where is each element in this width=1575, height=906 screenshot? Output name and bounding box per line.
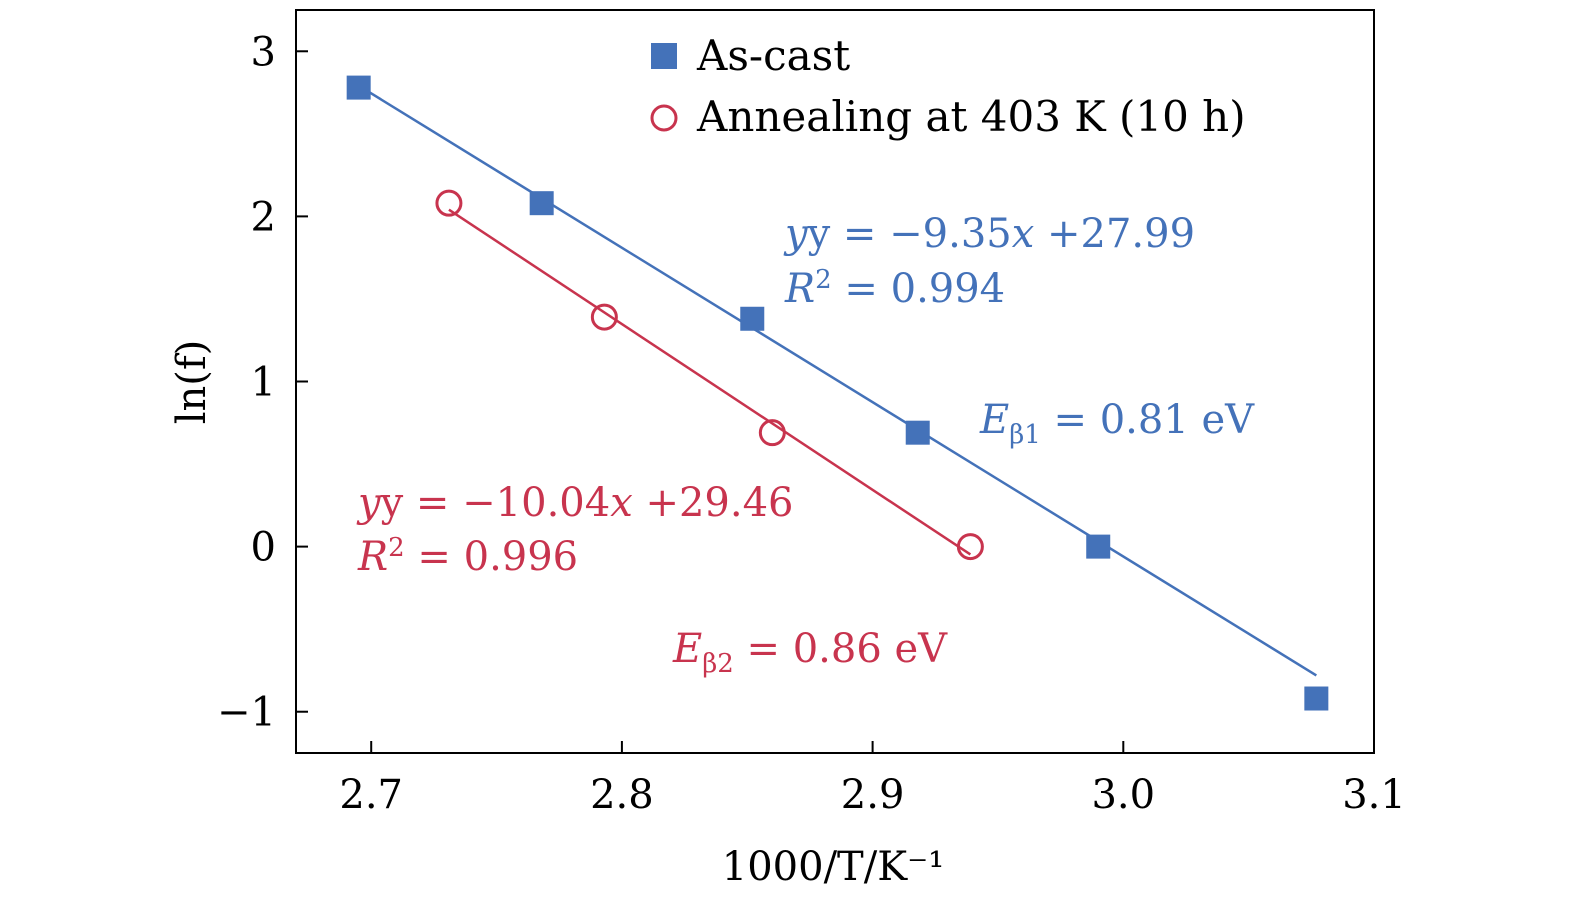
as-cast-fit-equation: yy = −9.35x +27.99 bbox=[783, 211, 1195, 257]
annealing-eq-prefix: y = −10.04 bbox=[380, 480, 611, 526]
y-tick-label: −1 bbox=[217, 690, 276, 736]
annealing-r2-sup: 2 bbox=[388, 533, 405, 563]
as-cast-r2-sup: 2 bbox=[815, 265, 832, 295]
data-point-annealing bbox=[590, 303, 618, 331]
annealing-fit-equation: yy = −10.04x +29.46 bbox=[356, 480, 794, 526]
y-tick-label: 3 bbox=[251, 29, 276, 75]
legend-label-as-cast: As-cast bbox=[696, 31, 850, 80]
annealing-energy-sub: β2 bbox=[702, 649, 734, 679]
data-point-as-cast bbox=[740, 306, 765, 331]
annealing-eq-suffix: +29.46 bbox=[633, 480, 794, 526]
data-point-as-cast bbox=[529, 191, 554, 216]
as-cast-r-squared: R2 = 0.994 bbox=[784, 265, 1005, 312]
as-cast-energy-value: = 0.81 eV bbox=[1041, 397, 1255, 443]
annealing-activation-energy: Eβ2 = 0.86 eV bbox=[672, 626, 948, 679]
annealing-energy-value: = 0.86 eV bbox=[734, 626, 948, 672]
annealing-r2-value: = 0.996 bbox=[405, 534, 578, 580]
x-tick-label: 3.0 bbox=[1091, 772, 1155, 818]
as-cast-activation-energy: Eβ1 = 0.81 eV bbox=[979, 397, 1255, 450]
data-points bbox=[346, 75, 1329, 711]
x-tick-label: 3.1 bbox=[1342, 772, 1406, 818]
x-axis-title-text: 1000/T/K⁻¹ bbox=[722, 844, 944, 890]
axis-ticks bbox=[296, 50, 1375, 753]
annealing-energy-label: E bbox=[672, 626, 702, 672]
x-tick-label: 2.9 bbox=[841, 772, 905, 818]
y-tick-label: 0 bbox=[251, 525, 276, 571]
as-cast-r2-label: R bbox=[784, 266, 815, 312]
annotation-as-cast: yy = −9.35x +27.99 R2 = 0.994 Eβ1 = 0.81… bbox=[783, 211, 1255, 450]
fit-line-annealing bbox=[448, 208, 972, 556]
legend: As-cast Annealing at 403 K (10 h) bbox=[650, 31, 1246, 141]
annealing-r2-label: R bbox=[357, 534, 388, 580]
data-point-as-cast bbox=[346, 75, 371, 100]
y-tick-label: 1 bbox=[251, 360, 276, 406]
as-cast-energy-label: E bbox=[979, 397, 1009, 443]
y-tick-label: 2 bbox=[251, 194, 276, 240]
as-cast-energy-sub: β1 bbox=[1009, 420, 1041, 450]
eq-y: y bbox=[783, 211, 809, 257]
eq-y2: y bbox=[356, 480, 382, 526]
x-tick-label: 2.8 bbox=[590, 772, 654, 818]
legend-marker-annealing bbox=[650, 104, 678, 132]
axis-tick-labels: 2.7 2.8 2.9 3.0 3.1 −1 0 1 2 3 bbox=[217, 29, 1406, 818]
data-point-as-cast bbox=[905, 420, 930, 445]
annealing-r-squared: R2 = 0.996 bbox=[357, 533, 578, 580]
data-point-annealing bbox=[956, 533, 984, 561]
x-axis-title: 1000/T/K⁻¹ bbox=[722, 844, 944, 890]
as-cast-r2-value: = 0.994 bbox=[832, 266, 1005, 312]
as-cast-eq-prefix: y = −9.35 bbox=[807, 211, 1012, 257]
annotation-annealing: yy = −10.04x +29.46 R2 = 0.996 Eβ2 = 0.8… bbox=[356, 480, 948, 679]
y-axis-title-text: ln(f) bbox=[169, 340, 215, 425]
data-point-as-cast bbox=[1304, 686, 1329, 711]
as-cast-eq-suffix: +27.99 bbox=[1034, 211, 1195, 257]
fit-lines bbox=[358, 84, 1317, 677]
fit-line-as-cast bbox=[358, 84, 1317, 677]
data-point-annealing bbox=[435, 189, 463, 217]
legend-marker-as-cast bbox=[651, 43, 677, 69]
legend-label-annealing: Annealing at 403 K (10 h) bbox=[696, 92, 1246, 141]
as-cast-eq-var: x bbox=[1012, 211, 1035, 257]
data-point-annealing bbox=[758, 419, 786, 447]
data-point-as-cast bbox=[1086, 534, 1111, 559]
y-axis-title: ln(f) bbox=[169, 340, 215, 425]
x-tick-label: 2.7 bbox=[339, 772, 403, 818]
annealing-eq-var: x bbox=[610, 480, 633, 526]
